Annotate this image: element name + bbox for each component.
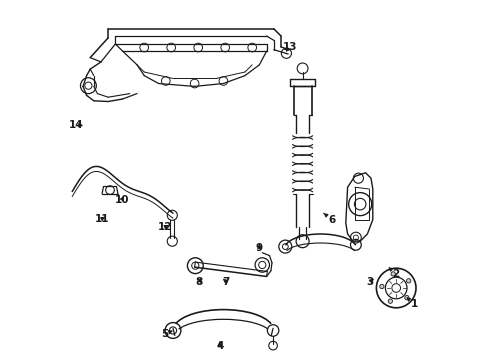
Circle shape	[391, 272, 395, 276]
Text: 7: 7	[222, 276, 230, 287]
Text: 2: 2	[389, 268, 400, 279]
Text: 9: 9	[256, 243, 263, 253]
Text: 11: 11	[95, 214, 109, 224]
Text: 6: 6	[323, 213, 336, 225]
Circle shape	[380, 284, 384, 289]
Text: 12: 12	[158, 222, 172, 232]
Text: 5: 5	[162, 329, 172, 339]
Circle shape	[407, 279, 411, 283]
Text: 14: 14	[69, 120, 84, 130]
Text: 3: 3	[367, 276, 374, 287]
Circle shape	[405, 296, 409, 300]
Text: 13: 13	[283, 42, 297, 52]
Text: 1: 1	[407, 298, 418, 309]
Text: 8: 8	[196, 276, 202, 287]
Text: 4: 4	[216, 341, 223, 351]
Text: 10: 10	[115, 195, 129, 205]
Circle shape	[388, 299, 392, 303]
